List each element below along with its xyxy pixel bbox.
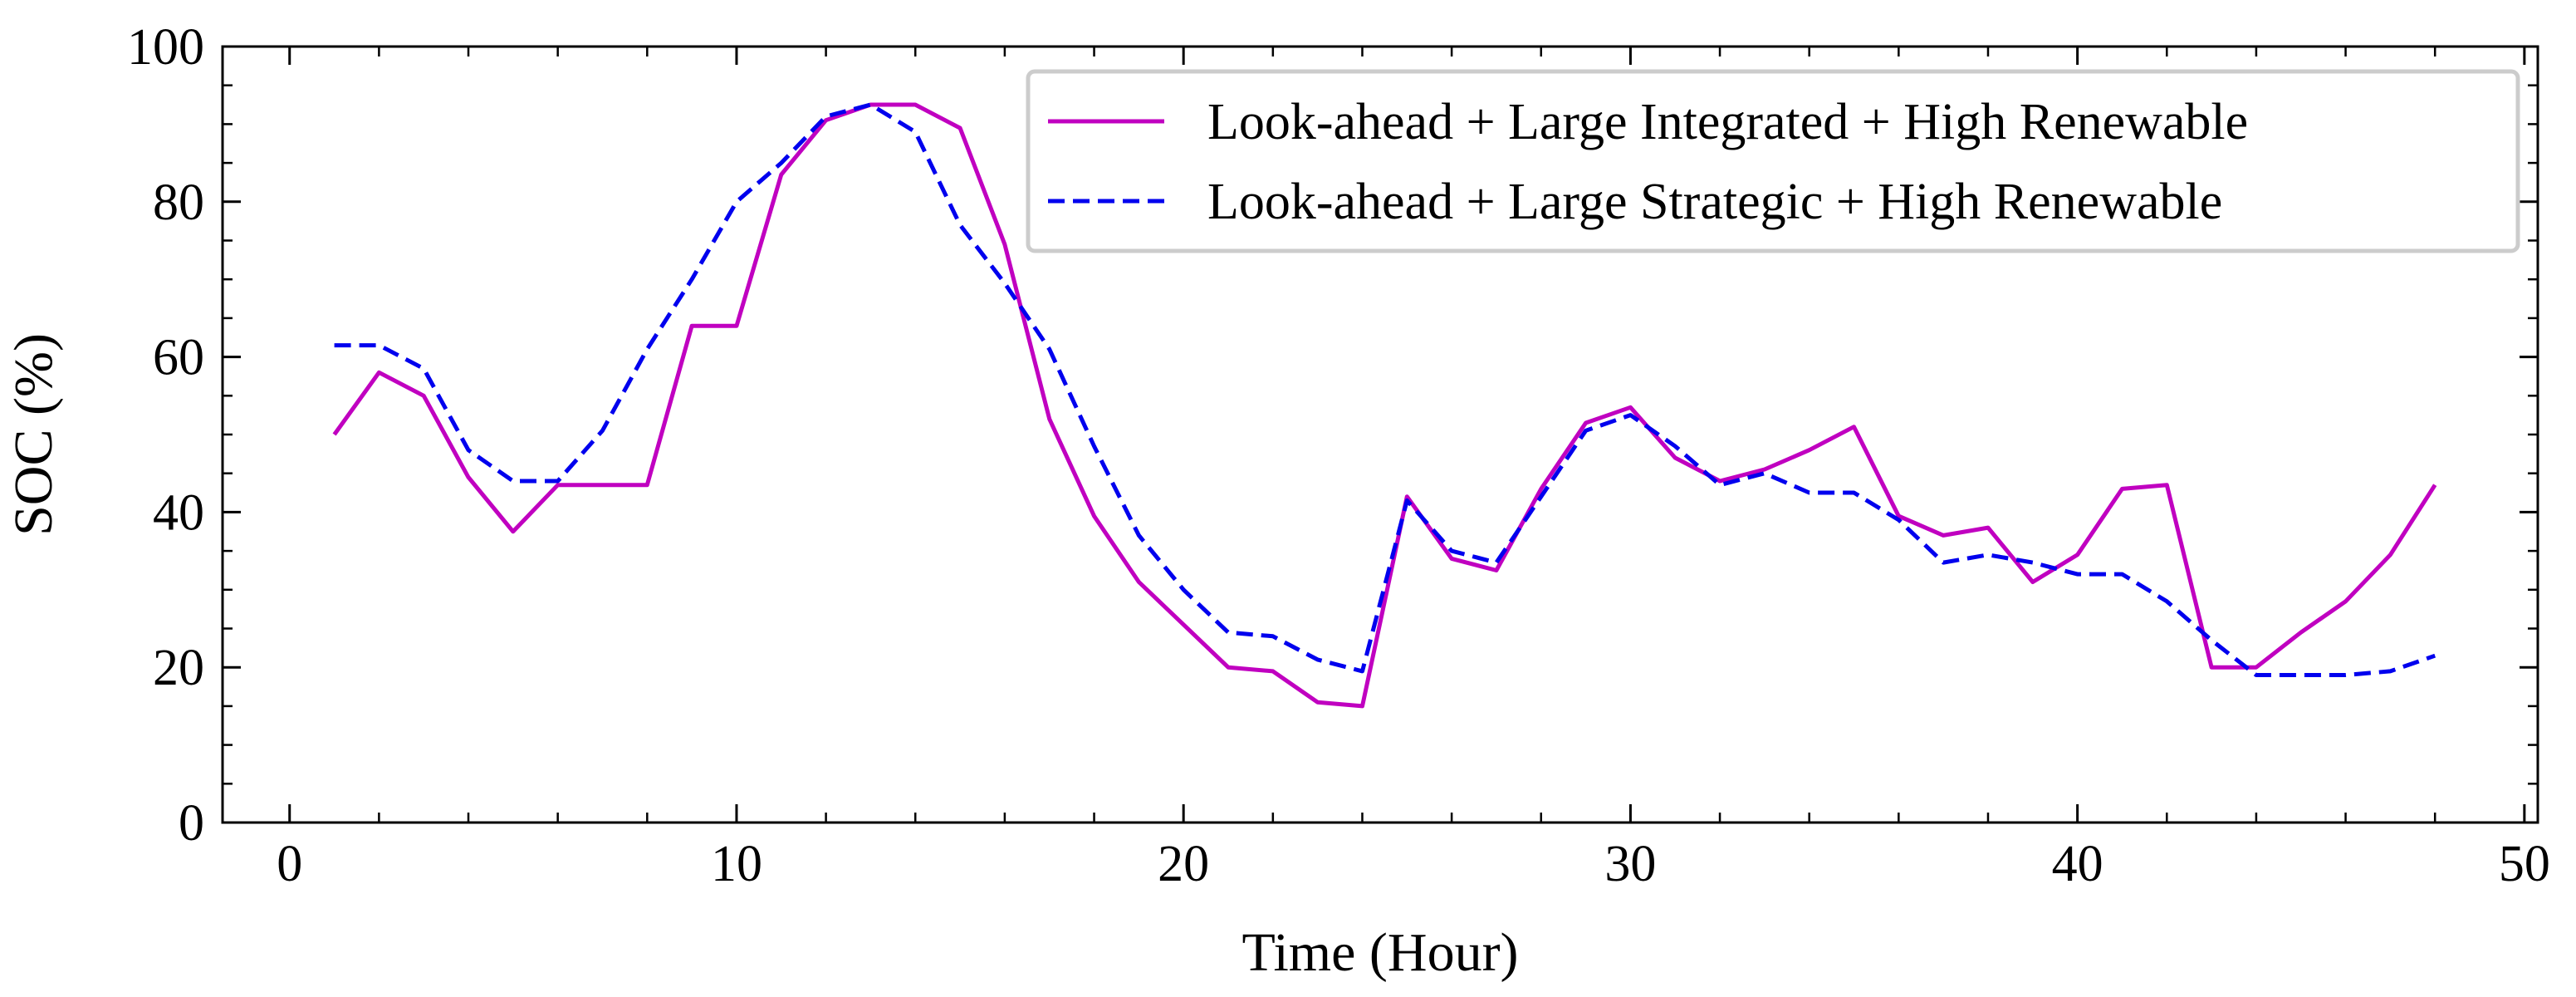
tick-labels: 0 10 20 30 40 50 0 20 40 60 80 100 (127, 19, 2550, 892)
y-tick-label: 0 (179, 795, 204, 852)
y-axis-label: SOC (%) (3, 333, 64, 536)
y-tick-label: 60 (153, 330, 204, 386)
series-line-integrated (332, 102, 2437, 709)
legend-label-strategic: Look-ahead + Large Strategic + High Rene… (1207, 174, 2222, 230)
tick-marks (223, 45, 2538, 824)
y-tick-label: 40 (153, 484, 204, 541)
y-tick-label: 20 (153, 640, 204, 696)
x-tick-label: 30 (1604, 836, 1656, 892)
legend: Look-ahead + Large Integrated + High Ren… (1026, 69, 2520, 253)
series-lines (332, 102, 2437, 709)
x-tick-label: 50 (2499, 836, 2550, 892)
x-axis-label: Time (Hour) (1241, 922, 1518, 983)
y-tick-label: 80 (153, 174, 204, 231)
legend-box (1026, 69, 2520, 253)
legend-label-integrated: Look-ahead + Large Integrated + High Ren… (1207, 94, 2248, 150)
x-tick-label: 10 (711, 836, 762, 892)
x-tick-label: 40 (2052, 836, 2103, 892)
y-tick-label: 100 (127, 19, 204, 76)
x-tick-label: 20 (1158, 836, 1209, 892)
x-tick-label: 0 (277, 836, 302, 892)
plot-frame (221, 45, 2539, 824)
